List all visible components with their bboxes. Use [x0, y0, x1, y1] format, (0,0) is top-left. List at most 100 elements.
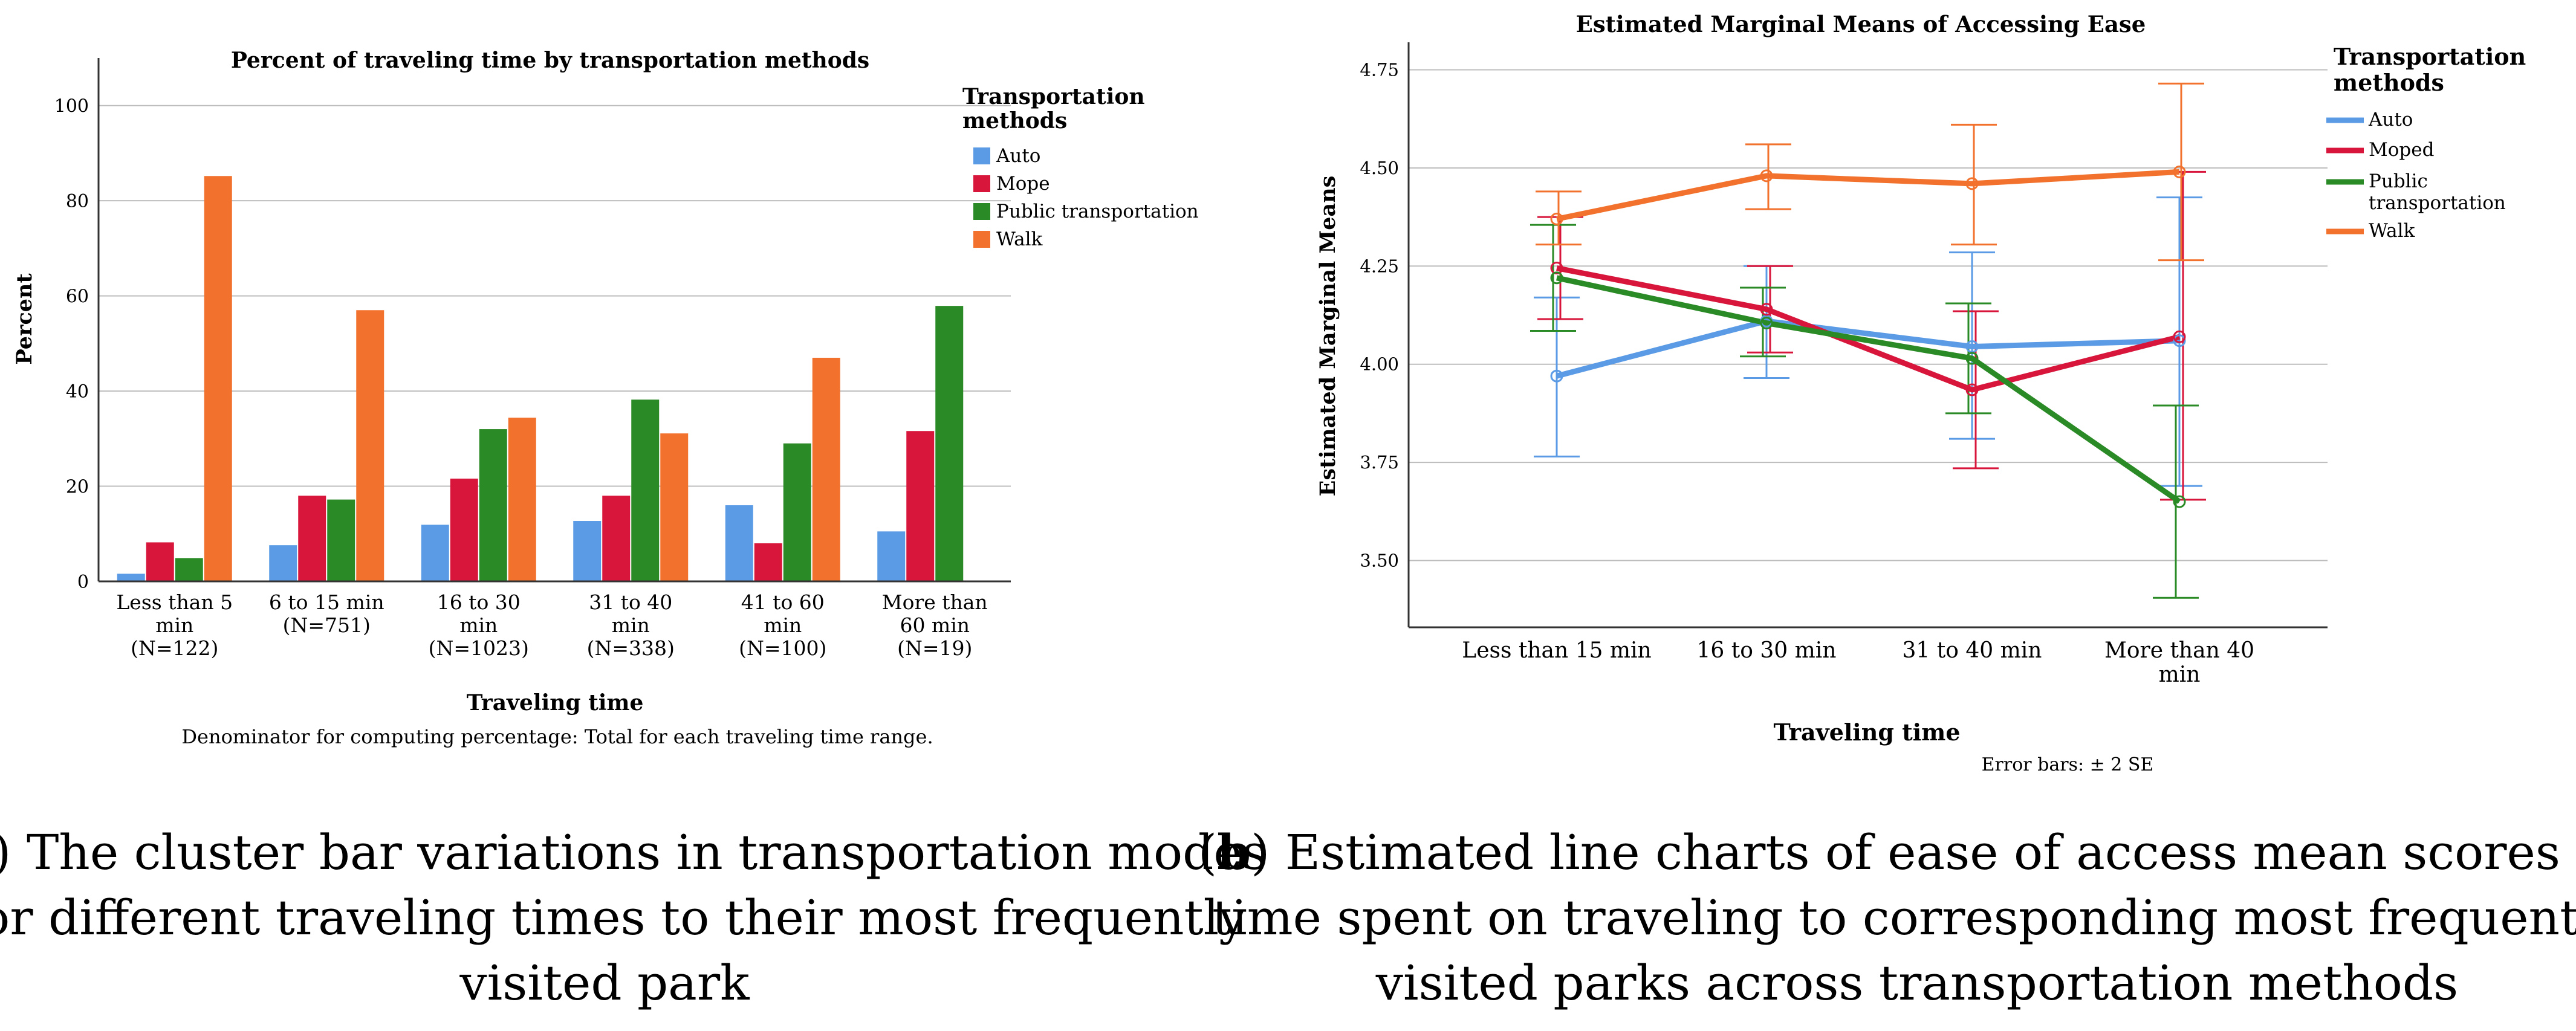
bar-public-transportation-5 — [783, 443, 811, 581]
bar-x-tick-label: (N=1023) — [429, 636, 529, 660]
bar-y-tick-label: 80 — [66, 191, 89, 212]
line-chart-points — [1550, 165, 2186, 508]
line-chart-x-axis-label: Traveling time — [1773, 719, 1960, 746]
caption-b: (b) Estimated line charts of ease of acc… — [1198, 824, 2576, 1011]
line-series-walk — [1556, 169, 2180, 222]
bar-legend-title-line-1: Transportation — [962, 84, 1145, 109]
bar-auto-1 — [117, 574, 145, 581]
bar-legend-label-auto: Auto — [996, 145, 1040, 167]
line-x-tick-label: More than 40 — [2104, 638, 2254, 663]
bar-chart-footnote: Denominator for computing percentage: To… — [181, 725, 933, 748]
caption-b-line-1: (b) Estimated line charts of ease of acc… — [1198, 824, 2576, 881]
caption-a-line-3: visited park — [459, 955, 750, 1011]
line-y-tick-label: 4.25 — [1360, 256, 1399, 276]
bar-x-tick-label: min — [155, 613, 193, 637]
point-walk-4 — [2173, 165, 2186, 178]
bar-chart-title: Percent of traveling time by transportat… — [231, 48, 869, 73]
caption-a-line-1: (a) The cluster bar variations in transp… — [0, 824, 1267, 881]
bar-walk-1 — [204, 176, 232, 581]
bar-legend-label-walk: Walk — [996, 228, 1043, 250]
line-chart-x-tick-labels: Less than 15 min 16 to 30 min 31 to 40 min… — [1462, 638, 2254, 687]
bar-chart-x-axis-label: Traveling time — [467, 690, 644, 716]
bar-legend-swatch-mope — [973, 175, 990, 192]
bar-walk-2 — [356, 310, 384, 581]
caption-b-line-2: time spent on traveling to corresponding… — [1212, 890, 2576, 946]
bar-x-tick-label: (N=751) — [283, 613, 371, 637]
bar-x-tick-label: 6 to 15 min — [269, 590, 384, 614]
line-x-tick-label: 16 to 30 min — [1697, 638, 1837, 663]
bar-x-tick-label: Less than 5 — [116, 590, 233, 614]
point-moped-4 — [2173, 330, 2186, 343]
point-auto-4 — [2173, 334, 2186, 347]
point-moped-3 — [1965, 383, 1979, 396]
bar-chart-y-axis-label: Percent — [12, 273, 37, 364]
line-legend-label-public-transportation: Public — [2369, 170, 2428, 192]
line-legend-label-public-transportation: transportation — [2369, 192, 2506, 214]
bar-public-transportation-1 — [175, 558, 203, 581]
line-chart-footnote: Error bars: ± 2 SE — [1982, 754, 2154, 775]
line-y-tick-label: 3.50 — [1360, 551, 1399, 571]
line-y-tick-label: 4.00 — [1360, 354, 1399, 375]
line-legend-title-line-2: methods — [2334, 69, 2444, 96]
line-chart-title: Estimated Marginal Means of Accessing Ea… — [1576, 11, 2146, 37]
caption-b-line-3: visited parks across transportation meth… — [1375, 955, 2458, 1011]
line-y-tick-label: 3.75 — [1360, 452, 1399, 473]
bar-y-tick-label: 20 — [66, 477, 89, 498]
line-chart-y-axis-label: Estimated Marginal Means — [1316, 176, 1340, 497]
bar-chart-y-ticks: 0 20 40 60 80 100 — [54, 96, 89, 593]
line-legend-label-auto: Auto — [2368, 109, 2413, 131]
caption-a-text-1: ) The cluster bar variations in transpor… — [0, 824, 1267, 881]
bar-auto-5 — [725, 505, 753, 581]
point-auto-1 — [1550, 369, 1563, 383]
line-series-moped — [1556, 265, 2181, 393]
line-y-tick-label: 4.50 — [1360, 158, 1399, 178]
bar-y-tick-label: 40 — [66, 381, 89, 402]
line-legend-label-walk: Walk — [2369, 220, 2415, 242]
bar-y-tick-label: 0 — [77, 572, 89, 593]
bar-legend-label-public-transportation: Public transportation — [996, 201, 1199, 222]
bar-mope-3 — [450, 478, 478, 581]
bar-y-tick-label: 100 — [54, 96, 89, 117]
bar-x-tick-label: 16 to 30 — [437, 590, 521, 614]
bar-chart-grid — [99, 105, 1011, 487]
bar-auto-4 — [573, 521, 602, 581]
line-series-auto — [1556, 318, 2180, 379]
point-moped-1 — [1550, 262, 1563, 275]
bar-x-tick-label: min — [459, 613, 498, 637]
bar-x-tick-label: 60 min — [900, 613, 970, 637]
bar-public-transportation-6 — [935, 306, 964, 581]
bar-auto-2 — [269, 545, 297, 581]
line-legend-label-moped: Moped — [2369, 139, 2434, 161]
bar-auto-6 — [877, 531, 906, 581]
bar-chart-legend: Transportation methods Auto Mope Public tr… — [962, 84, 1199, 250]
line-chart-series-lines — [1556, 169, 2181, 504]
bar-mope-1 — [146, 542, 174, 581]
caption-a-line-2: for different traveling times to their m… — [0, 890, 1246, 946]
line-series-public-transportation — [1556, 275, 2181, 504]
line-chart-y-ticks: 3.50 3.75 4.00 4.25 4.50 4.75 — [1360, 59, 1399, 570]
caption-b-label: b — [1217, 824, 1251, 881]
bar-mope-4 — [602, 496, 631, 581]
bar-mope-5 — [754, 543, 782, 581]
bar-x-tick-label: min — [764, 613, 802, 637]
bar-chart-panel: Percent of traveling time by transportat… — [12, 48, 1199, 748]
bar-public-transportation-4 — [631, 399, 660, 581]
point-public-transportation-3 — [1965, 352, 1979, 365]
bar-public-transportation-2 — [327, 499, 355, 581]
caption-b-text-1: ) Estimated line charts of ease of acces… — [1251, 824, 2576, 881]
bar-x-tick-label: min — [612, 613, 650, 637]
line-chart-legend: Transportation methods Auto Moped Publictr… — [2326, 43, 2526, 242]
bar-walk-5 — [812, 357, 840, 581]
bar-x-tick-label: 31 to 40 — [589, 590, 672, 614]
bar-x-tick-label: (N=338) — [587, 636, 675, 660]
line-chart-panel: Estimated Marginal Means of Accessing Ea… — [1316, 11, 2526, 775]
caption-a: (a) The cluster bar variations in transp… — [0, 824, 1267, 1011]
bar-legend-title-line-2: methods — [962, 108, 1067, 134]
point-public-transportation-4 — [2173, 495, 2186, 508]
bar-legend-swatch-public-transportation — [973, 203, 990, 220]
bar-legend-swatch-auto — [973, 147, 990, 164]
bar-x-tick-label: (N=19) — [897, 636, 972, 660]
bar-mope-6 — [906, 431, 935, 581]
